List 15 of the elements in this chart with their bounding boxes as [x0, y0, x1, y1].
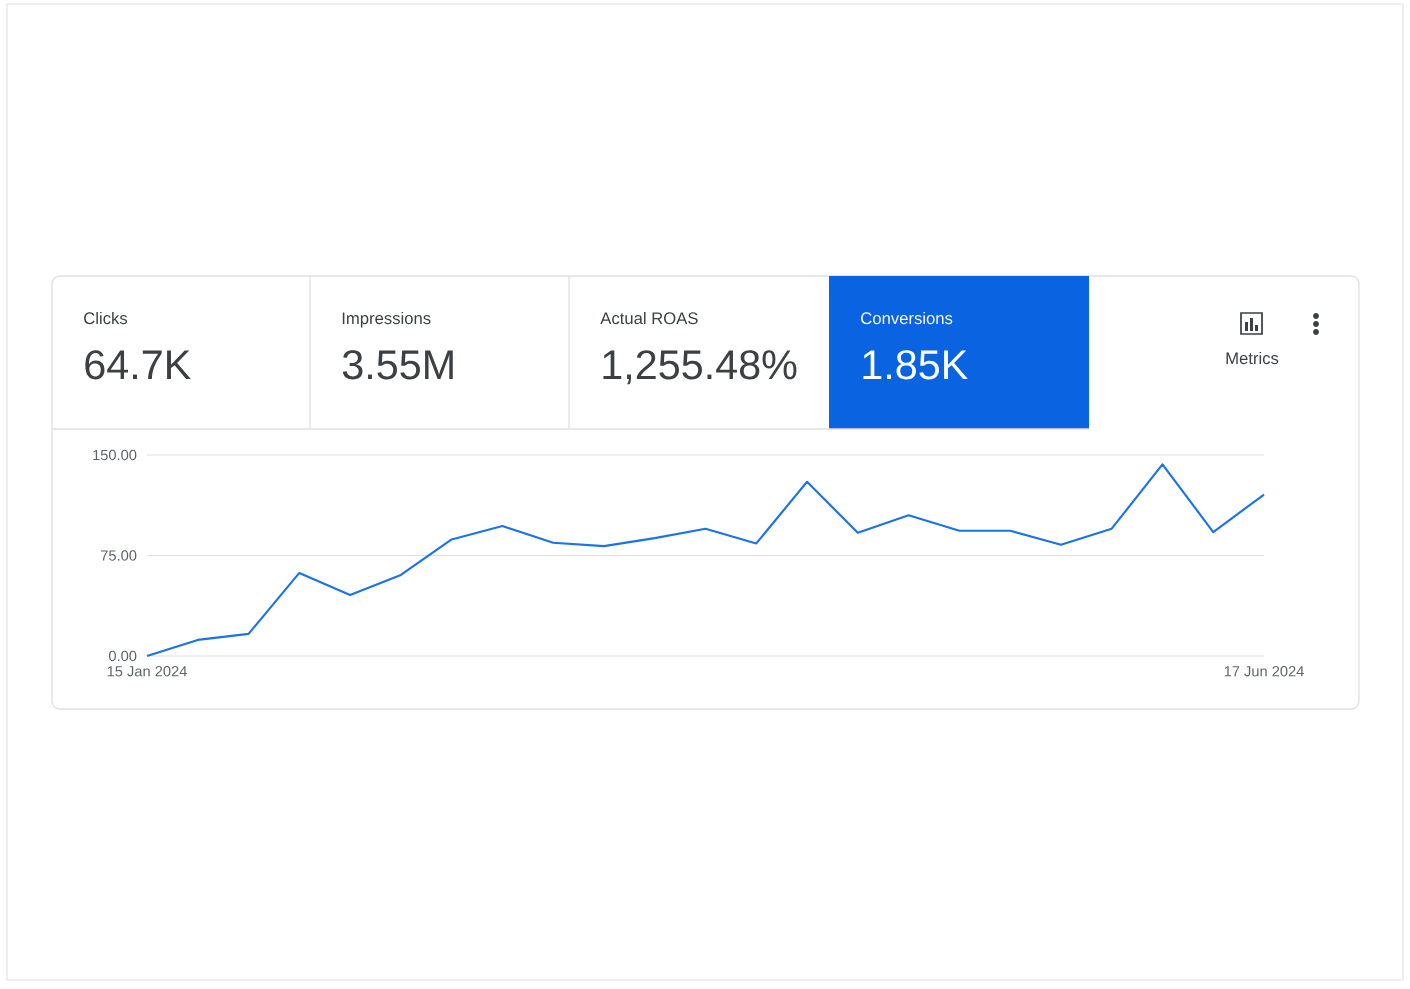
text: 1,255.48%	[603, 350, 797, 385]
x-tick-label: 15 Jan 2024	[107, 666, 187, 677]
y-tick-label: 0.00	[108, 650, 137, 662]
text: Metrics	[1226, 351, 1279, 365]
x-tick-label: 17 Jun 2024	[1224, 666, 1304, 677]
text: Impressions	[342, 311, 431, 328]
line-series	[145, 463, 1266, 658]
text: Clicks	[84, 311, 128, 325]
y-tick-label: 75.00	[101, 550, 137, 561]
text: 64.7K	[85, 350, 191, 380]
y-tick-label: 150.00	[93, 449, 137, 461]
text: 1.85K	[863, 350, 968, 380]
text: Actual ROAS	[600, 311, 698, 325]
text: 3.55M	[342, 350, 453, 380]
text: Conversions	[861, 311, 953, 325]
